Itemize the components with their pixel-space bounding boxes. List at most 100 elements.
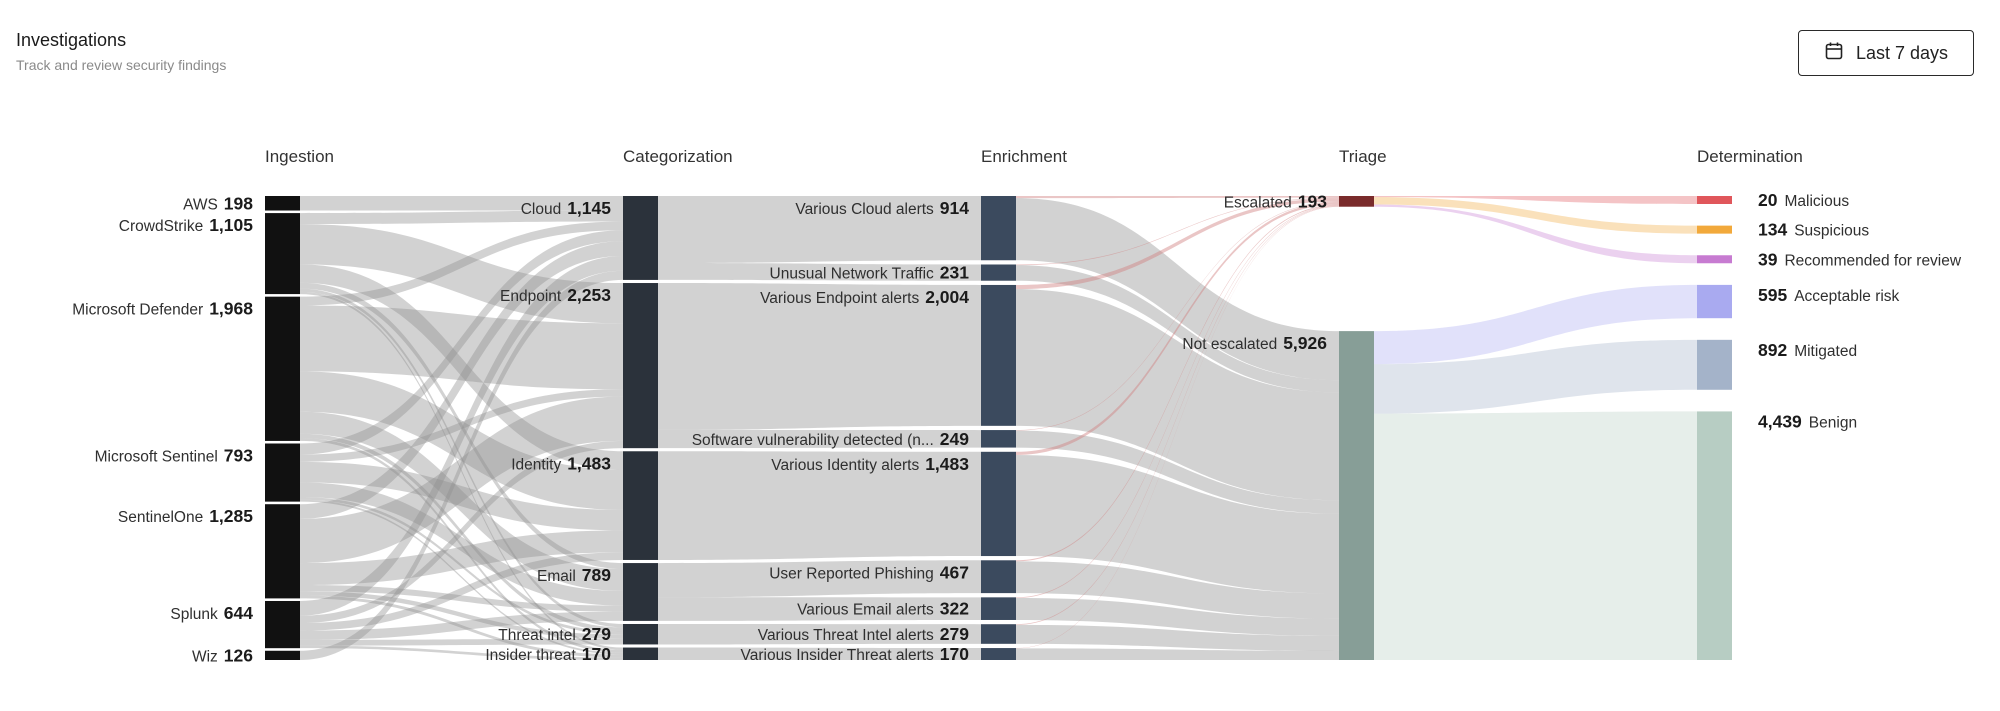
node-aws[interactable] xyxy=(265,196,300,211)
link-crowdstrike-to-threatintel xyxy=(300,288,623,628)
node-identity[interactable] xyxy=(623,451,658,560)
node-videntity[interactable] xyxy=(981,451,1016,557)
node-label-sentinelone: SentinelOne 1,285 xyxy=(118,506,253,526)
node-label-review: 39 Recommended for review xyxy=(1758,249,1962,269)
link-sentinelone-to-identity xyxy=(300,530,623,586)
node-acceptable[interactable] xyxy=(1697,284,1732,319)
link-notescalated-to-acceptable xyxy=(1374,284,1697,365)
link-softvuln-to-escalated xyxy=(1016,201,1339,431)
node-label-vendpoint: Various Endpoint alerts 2,004 xyxy=(760,287,969,307)
node-wiz[interactable] xyxy=(265,650,300,660)
link-unusual-to-notescalated xyxy=(1016,265,1339,393)
node-notescalated[interactable] xyxy=(1339,331,1374,660)
link-notescalated-to-mitigated xyxy=(1374,339,1697,414)
node-label-malicious: 20 Malicious xyxy=(1758,190,1849,210)
node-vthreat[interactable] xyxy=(981,624,1016,644)
node-escalated[interactable] xyxy=(1339,196,1374,207)
node-softvuln[interactable] xyxy=(981,430,1016,448)
link-sentinel-to-email xyxy=(300,482,623,606)
link-cloud-to-unusual xyxy=(658,262,981,281)
link-vthreat-to-notescalated xyxy=(1016,624,1339,651)
node-label-videntity: Various Identity alerts 1,483 xyxy=(771,454,969,474)
node-label-cloud: Cloud 1,145 xyxy=(521,198,612,218)
node-label-mitigated: 892 Mitigated xyxy=(1758,340,1857,360)
node-label-notescalated: Not escalated 5,926 xyxy=(1182,333,1327,353)
link-sentinelone-to-email xyxy=(300,585,623,612)
stage-label-determination: Determination xyxy=(1697,147,1803,166)
node-label-defender: Microsoft Defender 1,968 xyxy=(72,299,253,319)
link-vemail-to-notescalated xyxy=(1016,598,1339,636)
node-unusual[interactable] xyxy=(981,264,1016,281)
link-sentinel-to-identity xyxy=(300,461,623,531)
link-splunk-to-email xyxy=(300,611,623,640)
link-videntity-to-notescalated xyxy=(1016,454,1339,594)
node-splunk[interactable] xyxy=(265,600,300,649)
node-crowdstrike[interactable] xyxy=(265,213,300,295)
link-sentinelone-to-cloud xyxy=(300,241,623,519)
node-label-benign: 4,439 Benign xyxy=(1758,411,1857,431)
node-review[interactable] xyxy=(1697,255,1732,264)
link-defender-to-email xyxy=(300,411,623,591)
link-videntity-to-escalated xyxy=(1016,201,1339,455)
node-insider[interactable] xyxy=(623,647,658,660)
link-notescalated-to-benign xyxy=(1374,411,1697,660)
link-crowdstrike-to-insider xyxy=(300,291,623,650)
node-label-vthreat: Various Threat Intel alerts 279 xyxy=(758,624,970,644)
link-threatintel-to-vthreat xyxy=(658,623,981,645)
link-splunk-to-cloud xyxy=(300,255,623,616)
node-vendpoint[interactable] xyxy=(981,284,1016,426)
node-vcloud[interactable] xyxy=(981,196,1016,261)
link-crowdstrike-to-email xyxy=(300,282,623,569)
link-email-to-phishing xyxy=(658,560,981,598)
link-vthreat-to-escalated xyxy=(1016,205,1339,625)
node-label-softvuln: Software vulnerability detected (n... 249 xyxy=(692,429,970,449)
stage-label-triage: Triage xyxy=(1339,147,1387,166)
link-vendpoint-to-escalated xyxy=(1016,198,1339,290)
link-defender-to-endpoint xyxy=(300,305,623,390)
node-label-vemail: Various Email alerts 322 xyxy=(797,599,969,619)
node-email[interactable] xyxy=(623,563,658,621)
link-wiz-to-cloud xyxy=(300,270,623,660)
link-endpoint-to-vendpoint xyxy=(658,283,981,430)
date-range-button[interactable]: Last 7 days xyxy=(1798,30,1974,76)
link-vinsider-to-escalated xyxy=(1016,206,1339,649)
link-crowdstrike-to-identity xyxy=(300,264,623,470)
node-label-crowdstrike: CrowdStrike 1,105 xyxy=(119,215,253,235)
node-label-unusual: Unusual Network Traffic 231 xyxy=(770,263,970,283)
node-malicious[interactable] xyxy=(1697,196,1732,204)
node-defender[interactable] xyxy=(265,296,300,441)
calendar-icon xyxy=(1824,41,1844,66)
node-phishing[interactable] xyxy=(981,560,1016,594)
link-aws-to-cloud xyxy=(300,196,623,211)
node-cloud[interactable] xyxy=(623,196,658,280)
node-suspicious[interactable] xyxy=(1697,225,1732,234)
link-escalated-to-suspicious xyxy=(1374,197,1697,234)
node-mitigated[interactable] xyxy=(1697,339,1732,390)
link-softvuln-to-notescalated xyxy=(1016,430,1339,514)
link-sentinel-to-cloud xyxy=(300,230,623,455)
link-sentinel-to-endpoint xyxy=(300,389,623,462)
node-threatintel[interactable] xyxy=(623,623,658,645)
node-label-vcloud: Various Cloud alerts 914 xyxy=(795,198,969,218)
link-vcloud-to-notescalated xyxy=(1016,198,1339,381)
stage-label-categorization: Categorization xyxy=(623,147,733,166)
node-vinsider[interactable] xyxy=(981,648,1016,660)
link-vemail-to-escalated xyxy=(1016,205,1339,599)
page-title: Investigations xyxy=(16,30,127,50)
node-label-aws: AWS 198 xyxy=(183,193,253,213)
link-escalated-to-malicious xyxy=(1374,196,1697,204)
link-defender-to-identity xyxy=(300,371,623,510)
node-benign[interactable] xyxy=(1697,411,1732,660)
node-vemail[interactable] xyxy=(981,597,1016,620)
link-splunk-to-identity xyxy=(300,552,623,631)
node-sentinel[interactable] xyxy=(265,443,300,502)
link-vendpoint-to-notescalated xyxy=(1016,289,1339,501)
link-unusual-to-escalated xyxy=(1016,197,1339,266)
link-splunk-to-insider xyxy=(300,645,623,660)
node-sentinelone[interactable] xyxy=(265,504,300,599)
link-defender-to-insider xyxy=(300,437,623,653)
node-label-suspicious: 134 Suspicious xyxy=(1758,220,1869,240)
node-endpoint[interactable] xyxy=(623,283,658,449)
link-cloud-to-vcloud xyxy=(658,196,981,263)
